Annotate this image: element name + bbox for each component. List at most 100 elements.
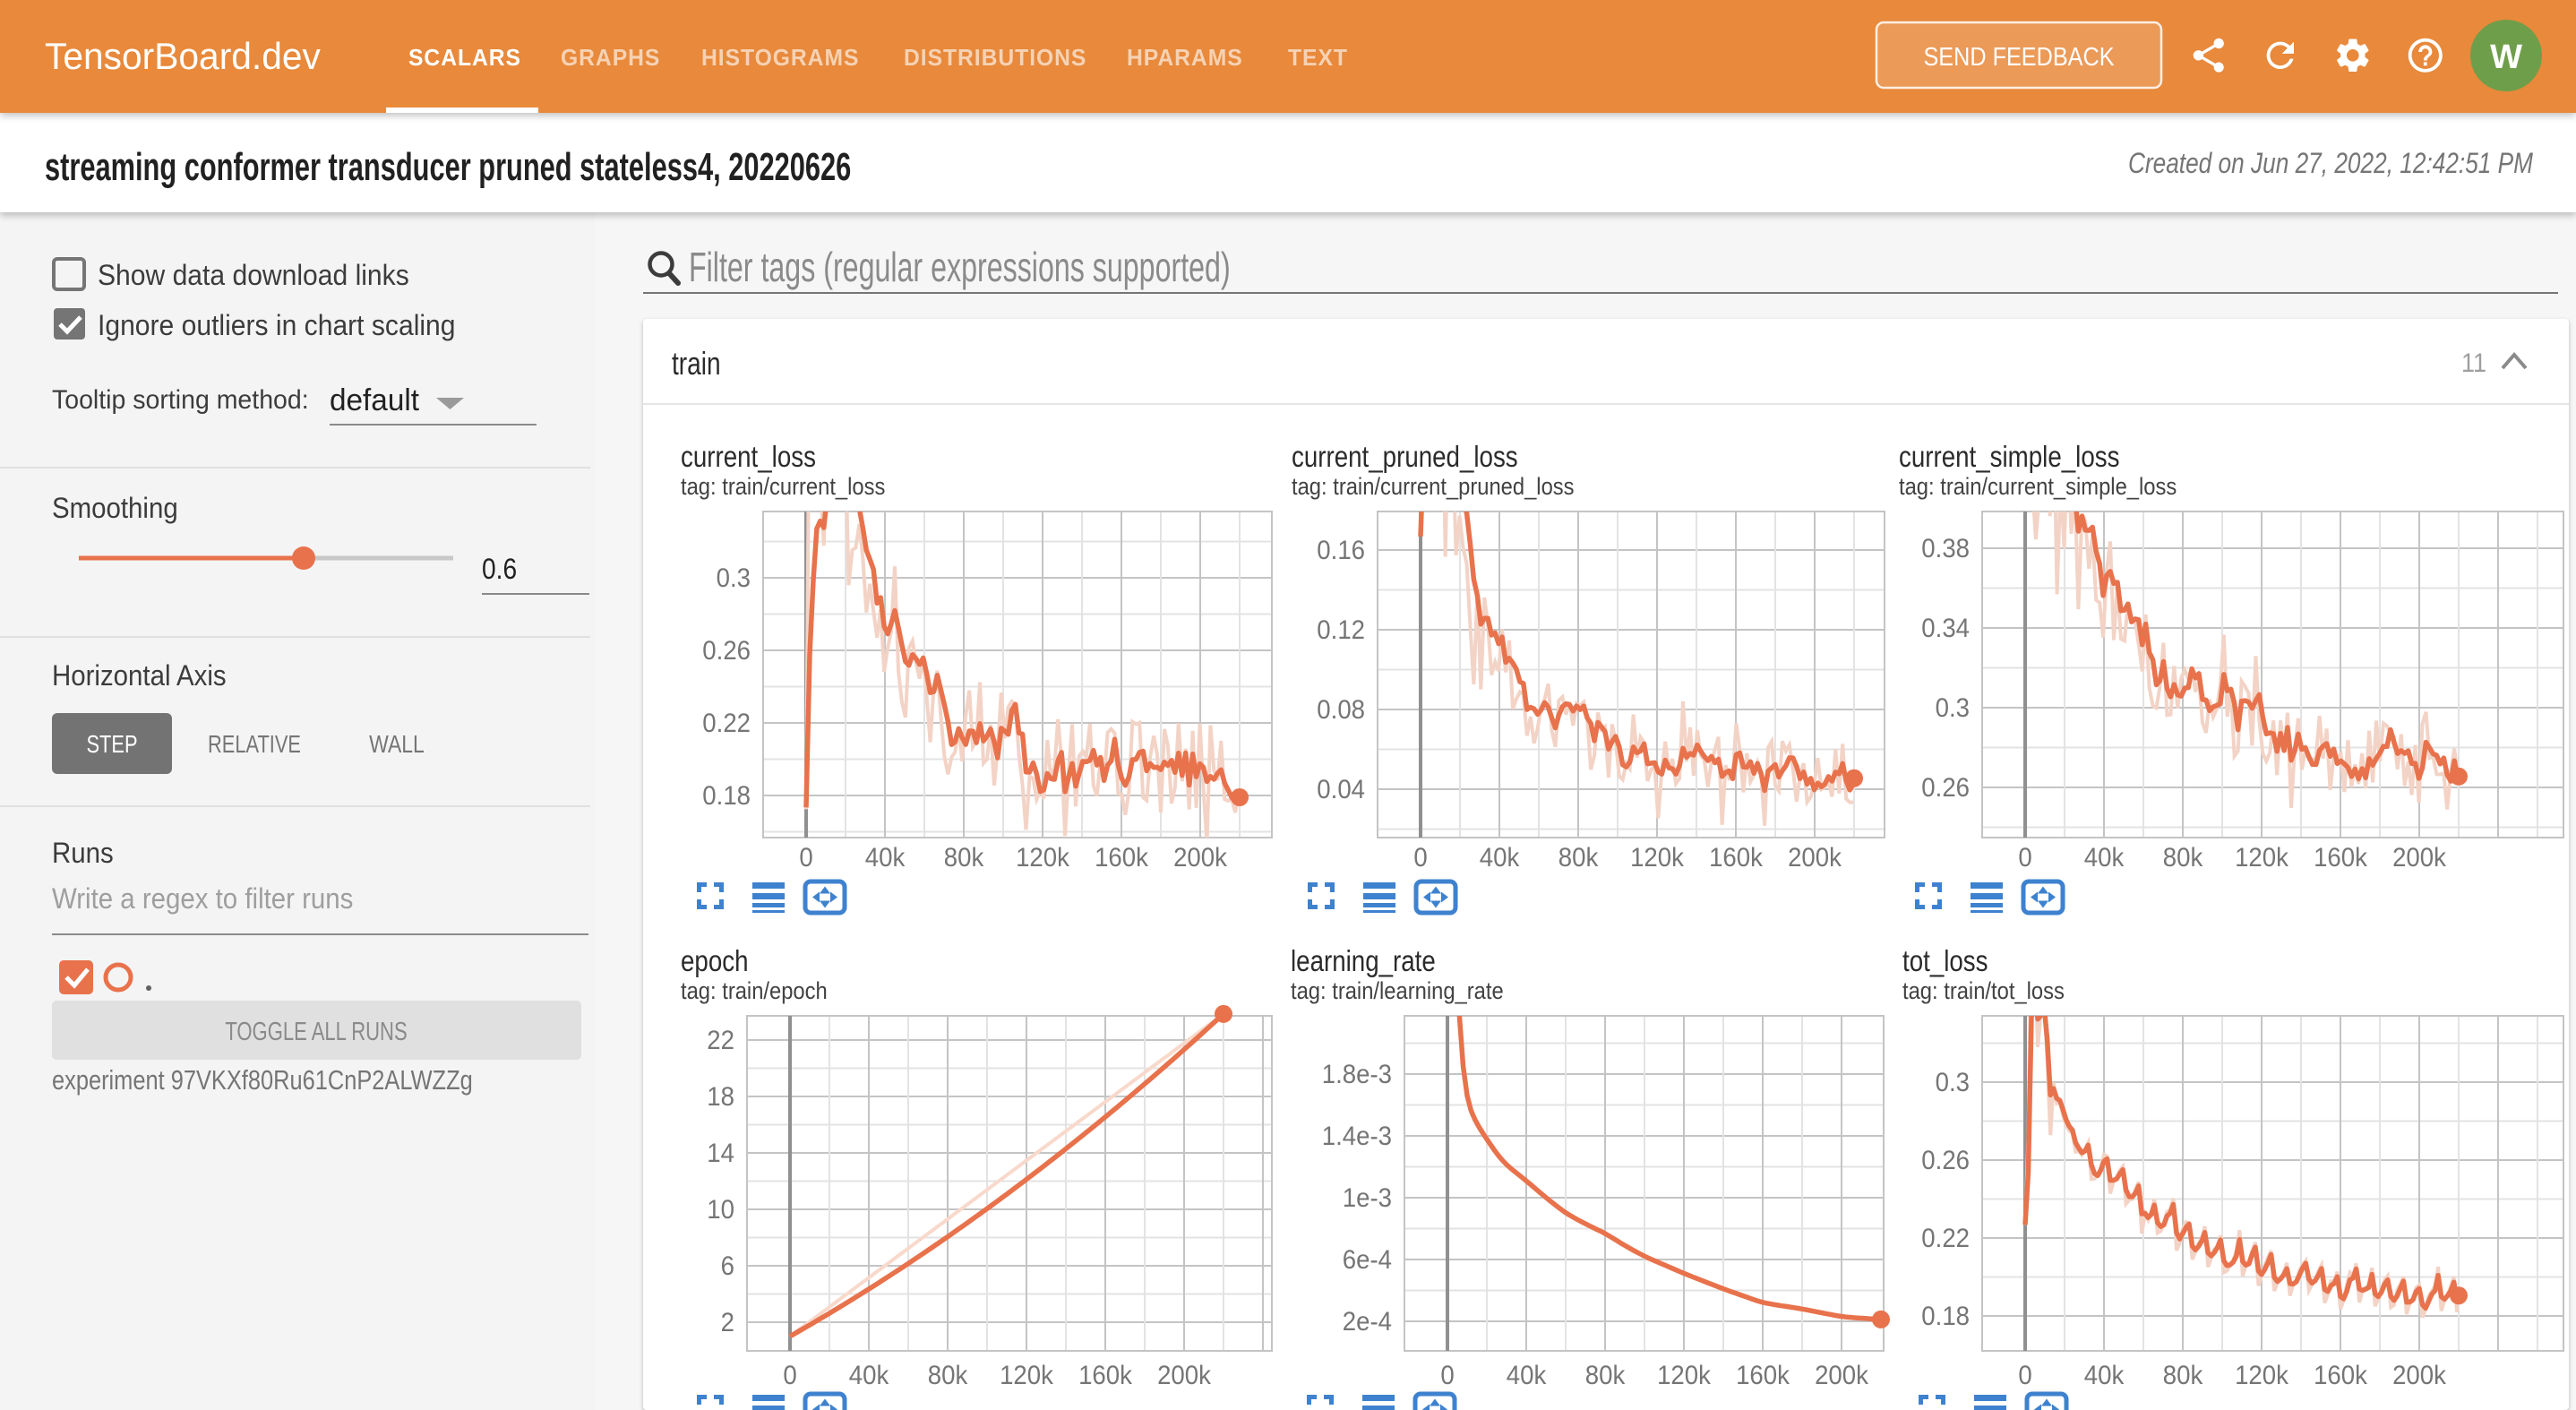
svg-text:learning_rate: learning_rate [1291,945,1436,978]
svg-text:WALL: WALL [369,731,425,759]
svg-text:HISTOGRAMS: HISTOGRAMS [701,45,859,71]
svg-text:0.26: 0.26 [702,636,751,666]
svg-text:2e-4: 2e-4 [1343,1307,1392,1337]
svg-text:0: 0 [799,843,812,873]
svg-text:22: 22 [707,1026,734,1055]
svg-text:tag: train/learning_rate: tag: train/learning_rate [1291,978,1504,1005]
svg-text:epoch: epoch [681,945,749,978]
svg-text:SEND FEEDBACK: SEND FEEDBACK [1923,41,2114,71]
svg-text:Ignore outliers in chart scali: Ignore outliers in chart scaling [98,309,456,341]
svg-text:40k: 40k [865,843,906,873]
svg-text:tag: train/current_pruned_loss: tag: train/current_pruned_loss [1292,474,1575,501]
svg-text:GRAPHS: GRAPHS [561,45,660,71]
svg-text:TensorBoard.dev: TensorBoard.dev [45,35,321,77]
svg-text:0.16: 0.16 [1317,536,1365,565]
svg-text:200k: 200k [1173,843,1227,873]
svg-text:1.8e-3: 1.8e-3 [1322,1060,1392,1089]
svg-text:0: 0 [783,1361,796,1390]
svg-text:0.18: 0.18 [702,781,751,811]
svg-text:200k: 200k [1788,843,1842,873]
svg-text:Horizontal Axis: Horizontal Axis [52,659,227,692]
svg-text:0.26: 0.26 [1921,773,1970,803]
svg-text:W: W [2490,39,2522,76]
svg-text:18: 18 [707,1082,734,1112]
svg-text:0.3: 0.3 [717,563,751,593]
svg-text:0.3: 0.3 [1936,1068,1970,1097]
svg-text:200k: 200k [2392,1361,2446,1390]
svg-text:current_simple_loss: current_simple_loss [1899,441,2119,474]
svg-text:0.08: 0.08 [1317,695,1365,725]
svg-text:0.18: 0.18 [1921,1302,1970,1331]
svg-text:tot_loss: tot_loss [1902,945,1988,978]
svg-text:Show data download links: Show data download links [98,259,409,291]
svg-text:120k: 120k [1000,1361,1053,1390]
svg-text:40k: 40k [849,1361,889,1390]
svg-text:0: 0 [1440,1361,1454,1390]
svg-text:tag: train/current_simple_loss: tag: train/current_simple_loss [1899,474,2177,501]
svg-text:0: 0 [2018,843,2031,873]
svg-text:HPARAMS: HPARAMS [1127,45,1243,71]
svg-text:80k: 80k [1585,1361,1626,1390]
svg-text:TOGGLE ALL RUNS: TOGGLE ALL RUNS [225,1018,407,1046]
svg-text:0.38: 0.38 [1921,534,1970,563]
svg-text:Smoothing: Smoothing [52,492,178,524]
svg-text:200k: 200k [1815,1361,1868,1390]
svg-text:160k: 160k [1736,1361,1790,1390]
svg-text:experiment 97VKXf80Ru61CnP2ALW: experiment 97VKXf80Ru61CnP2ALWZZg [52,1065,473,1096]
svg-text:STEP: STEP [86,730,137,758]
svg-text:1e-3: 1e-3 [1343,1183,1392,1213]
svg-text:tag: train/tot_loss: tag: train/tot_loss [1902,978,2065,1005]
svg-text:DISTRIBUTIONS: DISTRIBUTIONS [904,45,1086,71]
svg-text:10: 10 [707,1195,734,1225]
svg-text:Filter tags (regular expressio: Filter tags (regular expressions support… [689,245,1231,290]
svg-text:120k: 120k [2235,1361,2288,1390]
svg-text:120k: 120k [1016,843,1069,873]
svg-text:0.26: 0.26 [1921,1146,1970,1175]
svg-text:40k: 40k [2084,1361,2125,1390]
svg-text:streaming conformer transducer: streaming conformer transducer pruned st… [45,146,851,190]
svg-text:default: default [330,384,420,417]
svg-text:80k: 80k [928,1361,968,1390]
svg-text:11: 11 [2461,348,2486,379]
svg-text:tag: train/current_loss: tag: train/current_loss [681,474,885,501]
svg-text:14: 14 [707,1139,734,1168]
svg-text:Tooltip sorting method:: Tooltip sorting method: [52,385,309,415]
svg-text:80k: 80k [2163,1361,2203,1390]
svg-text:200k: 200k [1157,1361,1211,1390]
svg-text:0.22: 0.22 [1921,1224,1970,1253]
svg-text:0: 0 [2018,1361,2031,1390]
svg-text:160k: 160k [1095,843,1148,873]
svg-text:0.34: 0.34 [1921,614,1970,643]
svg-text:160k: 160k [2314,843,2367,873]
svg-text:6: 6 [721,1251,734,1281]
svg-text:RELATIVE: RELATIVE [208,730,301,758]
svg-text:40k: 40k [1480,843,1520,873]
svg-text:0.3: 0.3 [1936,693,1970,723]
svg-text:0.12: 0.12 [1317,615,1365,645]
svg-text:Created on Jun 27, 2022, 12:42: Created on Jun 27, 2022, 12:42:51 PM [2128,149,2534,180]
svg-text:40k: 40k [1507,1361,1547,1390]
svg-text:current_loss: current_loss [681,441,816,474]
svg-text:0.22: 0.22 [702,709,751,738]
svg-text:Runs: Runs [52,837,114,869]
svg-text:80k: 80k [944,843,984,873]
svg-text:current_pruned_loss: current_pruned_loss [1292,441,1518,474]
svg-text:200k: 200k [2392,843,2446,873]
svg-text:Write a regex to filter runs: Write a regex to filter runs [52,882,353,915]
svg-text:40k: 40k [2084,843,2125,873]
svg-text:120k: 120k [1657,1361,1711,1390]
svg-text:0.6: 0.6 [482,554,517,585]
svg-text:0: 0 [1413,843,1427,873]
svg-text:0.04: 0.04 [1317,775,1365,804]
svg-text:2: 2 [721,1308,734,1337]
svg-text:80k: 80k [1558,843,1599,873]
svg-text:160k: 160k [1709,843,1763,873]
svg-text:120k: 120k [1630,843,1684,873]
svg-text:160k: 160k [2314,1361,2367,1390]
svg-text:160k: 160k [1078,1361,1132,1390]
svg-text:80k: 80k [2163,843,2203,873]
svg-text:1.4e-3: 1.4e-3 [1322,1122,1392,1151]
svg-text:6e-4: 6e-4 [1343,1245,1392,1275]
svg-text:train: train [672,346,721,382]
svg-text:TEXT: TEXT [1288,45,1348,71]
